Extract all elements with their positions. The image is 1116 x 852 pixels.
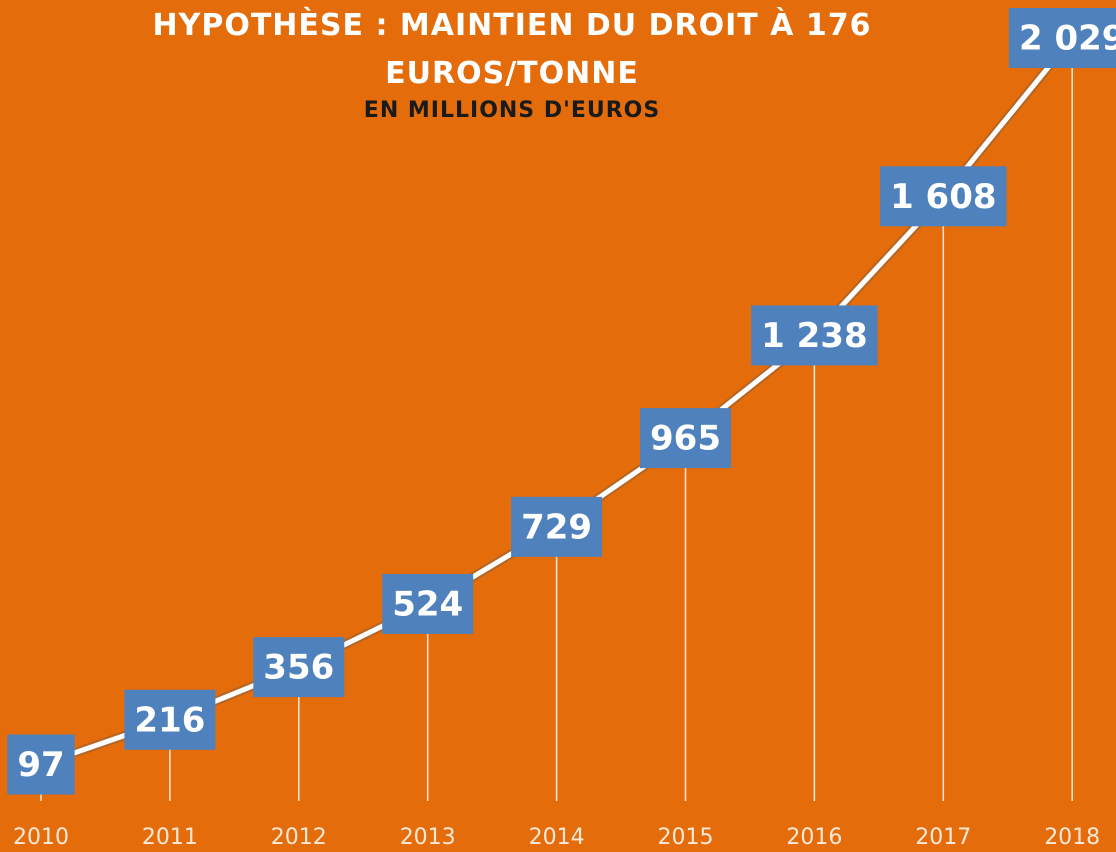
value-label-box [511,496,603,557]
x-tick-label: 2015 [658,825,714,850]
value-label-box [1008,7,1116,68]
chart-title: HYPOTHÈSE : MAINTIEN DU DROIT À 176 EURO… [152,8,872,91]
x-tick-label: 2012 [271,825,327,850]
value-label: 524 [392,584,463,624]
x-tick-label: 2013 [400,825,456,850]
chart-subtitle: EN MILLIONS D'EUROS [363,98,661,123]
x-tick-label: 2014 [529,825,585,850]
x-tick-label: 2017 [915,825,971,850]
x-tick-label: 2011 [142,825,198,850]
value-label-box [253,637,345,698]
value-label: 356 [263,648,334,688]
value-label: 965 [650,419,721,459]
value-label: 216 [134,700,205,740]
value-label: 1 608 [890,177,996,217]
value-label: 1 238 [761,316,867,356]
value-label-box [751,305,878,366]
x-tick-label: 2010 [13,825,69,850]
value-label: 2 029 [1019,18,1116,58]
value-label: 729 [521,507,592,547]
value-label-box [880,166,1007,227]
value-label-box [382,573,474,634]
value-label-box [124,689,216,750]
value-label: 97 [17,745,64,785]
value-label-box [640,408,731,469]
x-tick-label: 2016 [786,825,842,850]
value-label-box [7,734,75,795]
x-tick-label: 2018 [1044,825,1100,850]
